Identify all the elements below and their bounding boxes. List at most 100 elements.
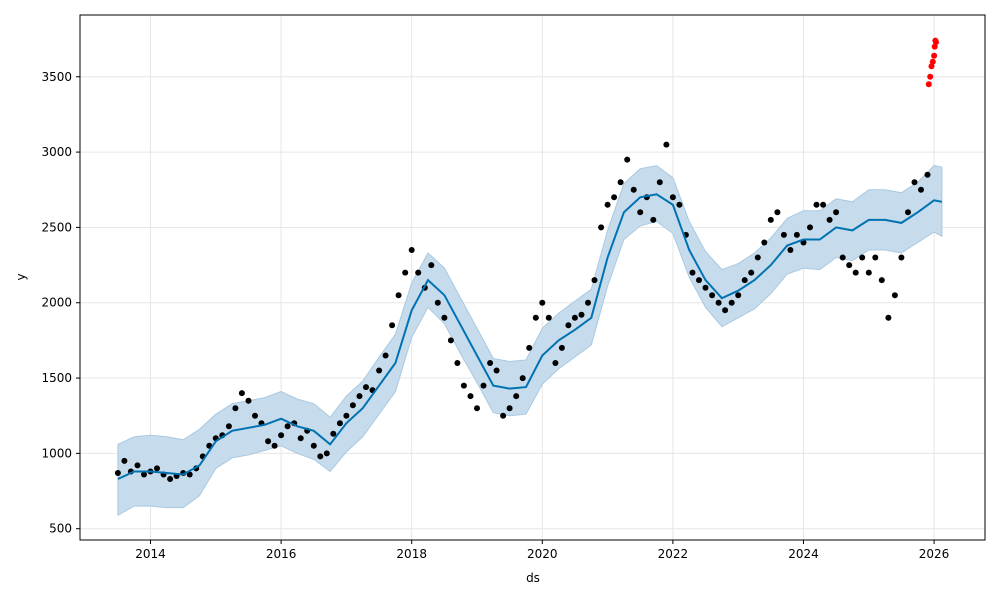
observed-point: [460, 382, 467, 389]
observed-point: [604, 201, 611, 208]
x-tick-label: 2018: [396, 547, 427, 561]
observed-point: [852, 269, 859, 276]
observed-point: [513, 393, 520, 400]
observed-point: [709, 292, 716, 299]
recent-point: [929, 58, 936, 65]
observed-point: [317, 453, 324, 460]
y-tick-label: 3000: [41, 145, 72, 159]
y-tick-label: 2500: [41, 220, 72, 234]
observed-point: [558, 344, 565, 351]
y-tick-label: 3500: [41, 70, 72, 84]
forecast-line-path: [117, 193, 943, 480]
observed-point: [787, 247, 794, 253]
recent-point: [933, 39, 939, 46]
observed-point: [813, 201, 820, 208]
observed-point: [722, 307, 729, 314]
observed-point: [624, 156, 631, 163]
axes: 2014 2016 2018 2020 2022 2024 2026 500 1000 1500 2…: [41, 14, 986, 561]
observed-point: [474, 405, 480, 412]
observed-point: [506, 405, 513, 412]
interval-band: [117, 165, 943, 516]
observed-point: [408, 247, 415, 253]
observed-point: [715, 299, 722, 306]
observed-point: [336, 420, 343, 427]
observed-point: [265, 438, 272, 445]
observed-point: [154, 465, 160, 472]
observed-point: [591, 277, 598, 284]
observed-point: [467, 393, 474, 400]
observed-point: [454, 360, 461, 366]
y-tick-label: 500: [49, 522, 72, 536]
observed-point: [833, 209, 840, 216]
observed-point: [232, 405, 239, 412]
observed-point: [428, 262, 435, 269]
observed-point: [493, 367, 500, 374]
observed-point: [526, 344, 533, 351]
observed-point: [924, 171, 931, 178]
observed-point: [532, 314, 539, 321]
observed-point: [669, 194, 676, 201]
forecast-line: [117, 193, 943, 480]
observed-point: [310, 442, 317, 449]
grid: [80, 15, 985, 540]
recent-point: [925, 81, 932, 88]
x-axis-label: ds: [526, 571, 540, 585]
observed-point: [297, 435, 304, 442]
observed-point: [807, 224, 813, 231]
observed-point: [565, 322, 572, 329]
observed-point: [918, 186, 924, 193]
recent-points: [925, 37, 939, 88]
observed-point: [434, 299, 441, 306]
observed-point: [284, 423, 291, 430]
observed-point: [735, 292, 742, 299]
recent-point: [928, 63, 935, 70]
observed-point: [793, 231, 800, 238]
observed-point: [872, 254, 879, 261]
y-tick-label: 1000: [41, 446, 72, 460]
x-tick-label: 2014: [135, 547, 166, 561]
observed-point: [702, 284, 709, 291]
observed-point: [539, 299, 546, 306]
observed-point: [447, 337, 454, 344]
observed-point: [898, 254, 905, 261]
observed-point: [343, 412, 350, 419]
observed-point: [598, 224, 605, 231]
observed-point: [245, 397, 252, 404]
observed-point: [676, 201, 683, 208]
observed-point: [552, 360, 559, 366]
observed-point: [545, 314, 552, 321]
observed-point: [578, 311, 585, 318]
observed-point: [905, 209, 911, 216]
observed-point: [121, 457, 128, 464]
x-tick-label: 2016: [266, 547, 297, 561]
uncertainty-interval: [117, 165, 943, 516]
observed-point: [382, 352, 389, 359]
observed-point: [754, 254, 761, 261]
observed-point: [571, 314, 578, 321]
observed-point: [356, 393, 363, 400]
observed-point: [761, 239, 768, 246]
observed-point: [519, 375, 526, 382]
observed-point: [389, 322, 396, 329]
observed-point: [134, 462, 141, 469]
observed-point: [611, 194, 618, 201]
observed-point: [114, 470, 121, 476]
x-tick-label: 2026: [919, 547, 950, 561]
observed-point: [911, 179, 918, 186]
observed-point: [363, 384, 369, 391]
observed-point: [650, 216, 657, 223]
observed-point: [278, 432, 285, 439]
y-tick-label: 1500: [41, 371, 72, 385]
observed-point: [271, 442, 278, 449]
observed-point: [878, 277, 885, 284]
recent-point: [931, 52, 938, 59]
observed-point: [767, 216, 774, 223]
x-tick-label: 2022: [658, 547, 689, 561]
x-tick-label: 2024: [788, 547, 819, 561]
observed-point: [330, 430, 337, 437]
observed-point: [780, 231, 787, 238]
observed-point: [689, 269, 696, 276]
observed-point: [402, 269, 409, 276]
